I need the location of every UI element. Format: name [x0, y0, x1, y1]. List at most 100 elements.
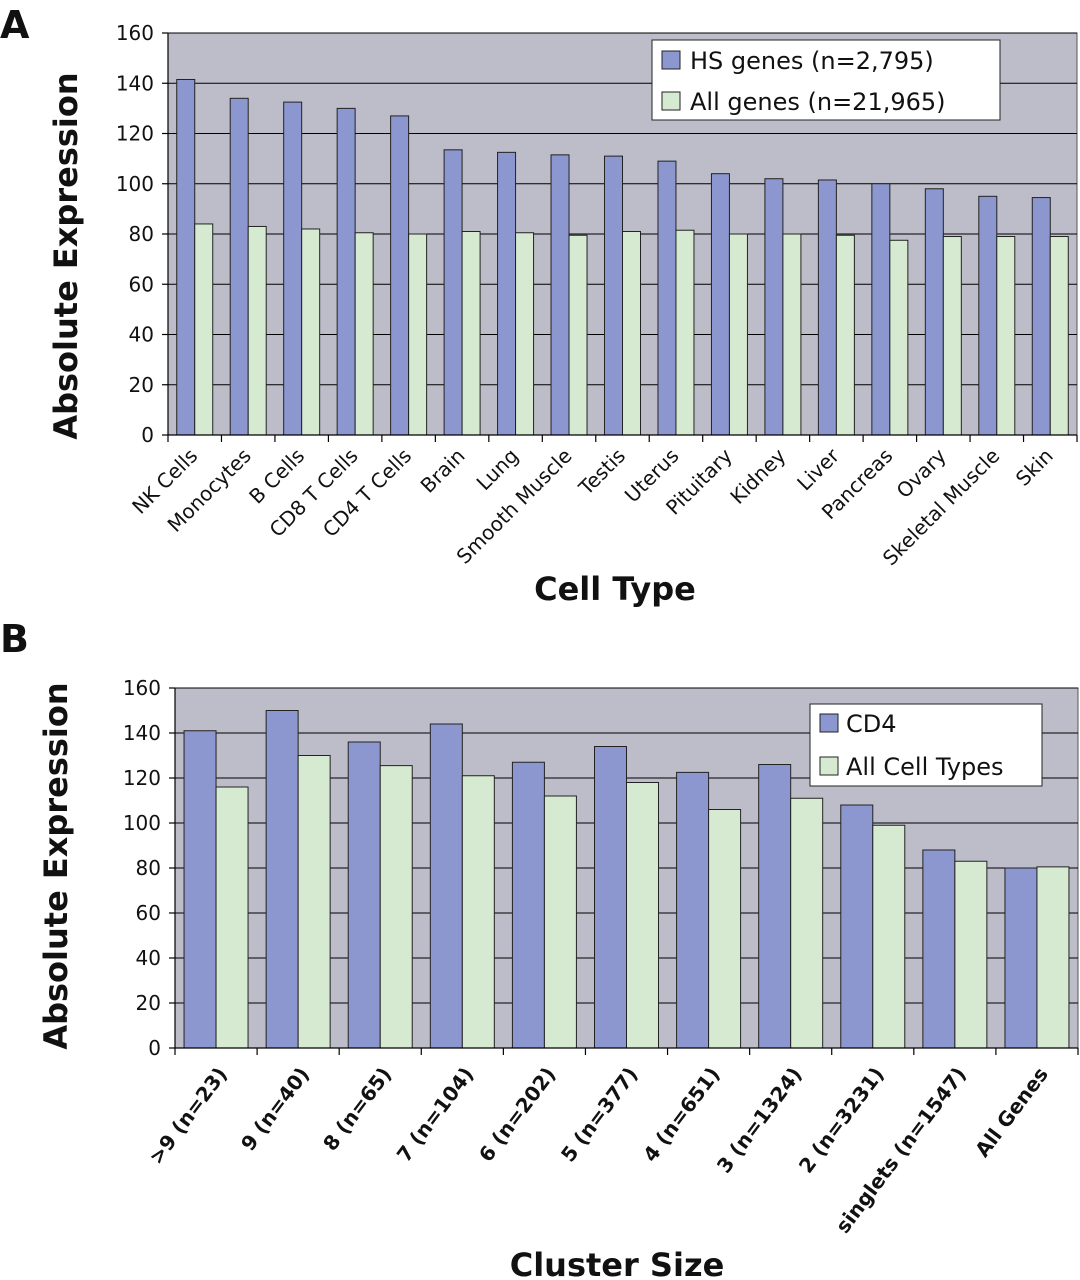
panel-label-a: A — [0, 3, 30, 47]
bar-4-n-651-all-cell-types — [708, 809, 742, 1049]
chart-panel-a: A 0 20 40 60 80 100 120 140 160 NK CellsMonocyte… — [0, 3, 1078, 608]
y-tick-label-100: 100 — [123, 811, 161, 835]
y-axis-title-a: Absolute Expression — [47, 72, 85, 439]
y-tick-label-120: 120 — [116, 122, 154, 146]
bar-pancreas-all-genes-n-21-965 — [889, 239, 909, 436]
bar-9-n-40-cd4 — [265, 710, 299, 1049]
bars-a — [176, 78, 1069, 436]
bar-smooth-muscle-hs-genes-n-2-795 — [550, 154, 570, 436]
bar-5-n-377-all-cell-types — [626, 782, 659, 1049]
y-tick-label-100: 100 — [116, 172, 154, 196]
bar-monocytes-all-genes-n-21-965 — [247, 225, 267, 436]
bar-9-n-40-all-cell-types — [297, 755, 331, 1049]
x-category-label: Kidney — [725, 443, 790, 508]
bar-singlets-n-1547-all-cell-types — [954, 860, 988, 1049]
bar-lung-hs-genes-n-2-795 — [497, 151, 517, 436]
legend-swatch-cd4 — [819, 713, 839, 733]
y-tick-label-120: 120 — [123, 766, 161, 790]
y-tick-label-140: 140 — [116, 71, 154, 95]
bar-skin-hs-genes-n-2-795 — [1031, 197, 1051, 436]
y-tick-label-80: 80 — [129, 222, 154, 246]
x-axis-title-a: Cell Type — [534, 570, 696, 608]
bar-kidney-hs-genes-n-2-795 — [764, 178, 784, 436]
legend-box-a — [651, 39, 1001, 121]
y-tick-label-60: 60 — [129, 272, 154, 296]
x-category-label: 7 (n=104) — [392, 1063, 479, 1167]
bar-pituitary-hs-genes-n-2-795 — [710, 173, 730, 436]
legend-swatch-all-genes — [661, 91, 681, 111]
y-tick-label-160: 160 — [116, 21, 154, 45]
bar-cd4-t-cells-all-genes-n-21-965 — [408, 233, 428, 436]
bar-6-n-202-all-cell-types — [543, 795, 577, 1049]
bar-b-cells-all-genes-n-21-965 — [301, 228, 321, 436]
bar-9-n-23-cd4 — [183, 730, 217, 1049]
legend-label-all-cell-types: All Cell Types — [846, 753, 1004, 781]
bar-pancreas-hs-genes-n-2-795 — [871, 183, 891, 436]
bar-3-n-1324-cd4 — [758, 764, 792, 1049]
panel-label-b: B — [0, 617, 29, 661]
bar-7-n-104-all-cell-types — [461, 775, 495, 1049]
bar-smooth-muscle-all-genes-n-21-965 — [568, 234, 588, 436]
y-axis-title-b: Absolute Expression — [37, 682, 75, 1049]
legend-label-cd4: CD4 — [846, 710, 897, 738]
x-category-label: 5 (n=377) — [556, 1063, 643, 1167]
bar-8-n-65-all-cell-types — [379, 765, 413, 1049]
x-category-label: 6 (n=202) — [474, 1063, 561, 1167]
legend-label-all-genes: All genes (n=21,965) — [690, 88, 946, 116]
bar-nk-cells-all-genes-n-21-965 — [194, 223, 214, 436]
legend-swatch-all-cell-types — [819, 756, 839, 776]
bar-liver-all-genes-n-21-965 — [835, 234, 855, 436]
bar-5-n-377-cd4 — [594, 746, 627, 1049]
y-tick-label-60: 60 — [136, 901, 161, 925]
bar-kidney-all-genes-n-21-965 — [782, 233, 802, 436]
bar-nk-cells-hs-genes-n-2-795 — [176, 78, 196, 436]
bar-b-cells-hs-genes-n-2-795 — [283, 101, 303, 436]
y-tick-label-0: 0 — [141, 423, 154, 447]
bar-testis-hs-genes-n-2-795 — [604, 155, 623, 436]
bar-testis-all-genes-n-21-965 — [622, 230, 641, 436]
y-tick-label-20: 20 — [136, 991, 161, 1015]
y-tick-label-140: 140 — [123, 721, 161, 745]
bar-skeletal-muscle-hs-genes-n-2-795 — [978, 195, 998, 436]
y-tick-label-80: 80 — [136, 856, 161, 880]
y-tick-label-40: 40 — [136, 946, 161, 970]
bar-ovary-all-genes-n-21-965 — [942, 236, 962, 436]
y-tick-label-40: 40 — [129, 323, 154, 347]
bar-skeletal-muscle-all-genes-n-21-965 — [996, 236, 1016, 436]
bar-skin-all-genes-n-21-965 — [1049, 236, 1069, 436]
bar-lung-all-genes-n-21-965 — [515, 232, 535, 436]
bar-6-n-202-cd4 — [511, 761, 545, 1049]
bar-2-n-3231-cd4 — [840, 804, 874, 1049]
bar-ovary-hs-genes-n-2-795 — [924, 188, 944, 436]
legend-box-b — [809, 703, 1043, 787]
bar-cd8-t-cells-all-genes-n-21-965 — [354, 232, 374, 436]
y-ticks-b: 0 20 40 60 80 100 120 140 160 — [123, 676, 175, 1060]
bar-8-n-65-cd4 — [347, 741, 381, 1049]
chart-panel-b: B 0 20 40 60 80 100 120 140 160 >9 (n=23) 9 (n=40… — [0, 617, 1079, 1280]
x-category-label: 9 (n=40) — [236, 1063, 314, 1156]
x-category-label: Brain — [416, 444, 470, 498]
legend-label-hs-genes: HS genes (n=2,795) — [690, 47, 934, 75]
y-tick-label-20: 20 — [129, 373, 154, 397]
bar-uterus-all-genes-n-21-965 — [675, 229, 695, 436]
x-category-label: 8 (n=65) — [318, 1063, 396, 1156]
x-categories-b: >9 (n=23) 9 (n=40) 8 (n=65)7 (n=104)6 (n=2… — [144, 1063, 1053, 1238]
x-category-label: 3 (n=1324) — [712, 1063, 807, 1178]
bar-uterus-hs-genes-n-2-795 — [657, 160, 677, 436]
x-category-label: 4 (n=651) — [638, 1063, 725, 1167]
x-category-label: >9 (n=23) — [144, 1063, 232, 1169]
y-tick-label-0: 0 — [148, 1036, 161, 1060]
legend-swatch-hs-genes — [661, 50, 681, 70]
bar-3-n-1324-all-cell-types — [790, 797, 824, 1049]
x-category-label: All Genes — [970, 1063, 1053, 1162]
bar-7-n-104-cd4 — [429, 723, 463, 1049]
bar-9-n-23-all-cell-types — [215, 786, 249, 1049]
legend-b: CD4 All Cell Types — [809, 703, 1043, 787]
bar-monocytes-hs-genes-n-2-795 — [229, 97, 249, 436]
bar-4-n-651-cd4 — [676, 771, 710, 1049]
bar-brain-all-genes-n-21-965 — [461, 230, 481, 436]
bar-singlets-n-1547-cd4 — [922, 849, 956, 1049]
bar-all-genes-all-cell-types — [1036, 866, 1070, 1049]
